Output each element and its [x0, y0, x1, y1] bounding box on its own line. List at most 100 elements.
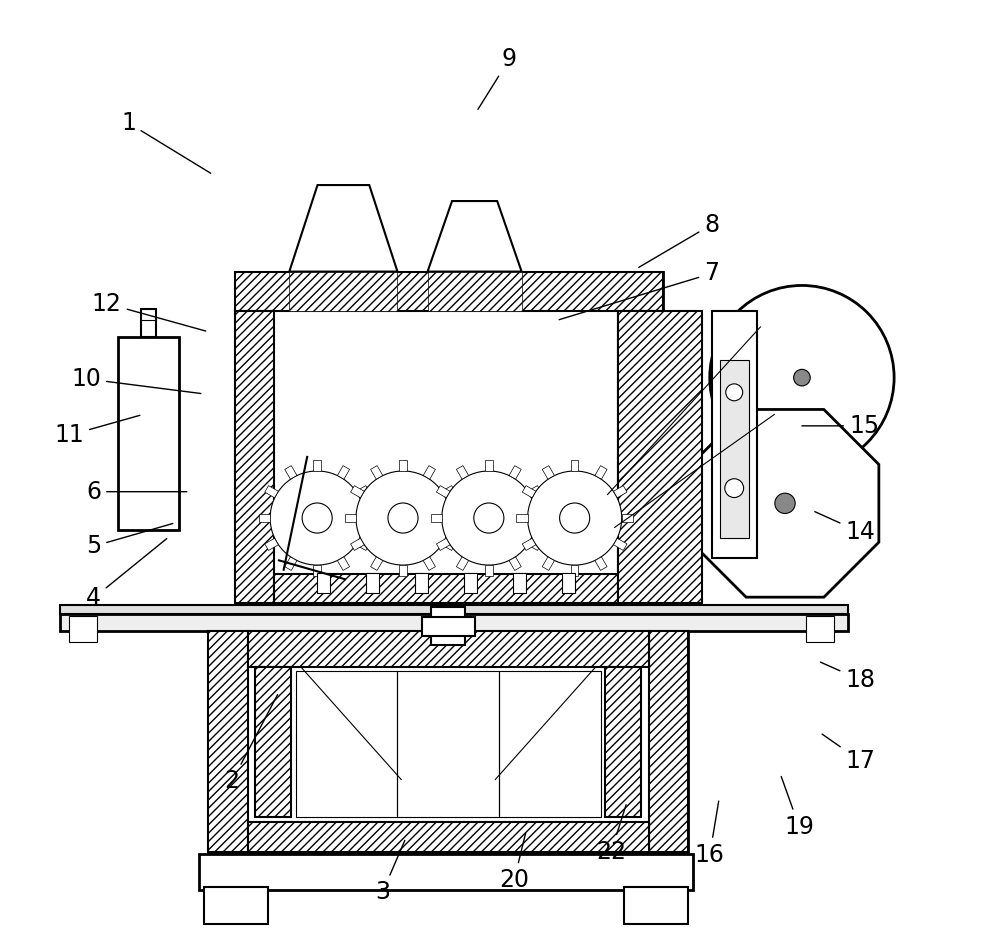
Text: 20: 20 [499, 833, 529, 892]
Polygon shape [509, 465, 521, 479]
Polygon shape [485, 460, 493, 471]
Polygon shape [595, 557, 607, 571]
Polygon shape [522, 538, 536, 550]
Text: 1: 1 [121, 111, 211, 173]
Bar [431, 608, 465, 645]
Polygon shape [371, 557, 383, 571]
Polygon shape [265, 538, 278, 550]
Bar [60, 605, 848, 614]
Text: 17: 17 [822, 734, 875, 772]
Polygon shape [456, 465, 469, 479]
Polygon shape [265, 486, 278, 497]
Polygon shape [371, 465, 383, 479]
Polygon shape [536, 514, 547, 522]
Bar [317, 573, 330, 593]
Polygon shape [313, 565, 321, 577]
Polygon shape [528, 538, 541, 550]
Polygon shape [436, 486, 450, 497]
Circle shape [356, 471, 450, 565]
Circle shape [302, 503, 332, 533]
Polygon shape [542, 557, 554, 571]
Bar [60, 614, 848, 631]
Polygon shape [442, 538, 455, 550]
Text: 18: 18 [820, 662, 875, 691]
Bar [235, 271, 663, 603]
Circle shape [388, 503, 418, 533]
Polygon shape [289, 185, 397, 271]
Polygon shape [351, 486, 364, 497]
Circle shape [775, 494, 795, 513]
Bar [562, 573, 575, 593]
Bar [69, 616, 97, 642]
Polygon shape [313, 460, 321, 471]
Polygon shape [622, 514, 633, 522]
Polygon shape [259, 514, 270, 522]
Polygon shape [285, 465, 297, 479]
Bar [248, 631, 649, 667]
Text: 6: 6 [86, 479, 187, 504]
Text: 5: 5 [86, 524, 173, 559]
Circle shape [726, 383, 743, 400]
Text: 2: 2 [224, 694, 278, 793]
Bar [235, 311, 274, 603]
Bar [235, 271, 663, 311]
Polygon shape [345, 514, 356, 522]
Circle shape [442, 471, 536, 565]
Bar [289, 271, 397, 311]
Polygon shape [285, 557, 297, 571]
Bar [248, 821, 649, 852]
Polygon shape [399, 565, 407, 577]
Polygon shape [351, 538, 364, 550]
Bar [141, 309, 156, 337]
Bar [806, 616, 834, 642]
Bar [618, 311, 702, 603]
Text: 22: 22 [596, 804, 626, 864]
Bar [397, 672, 499, 817]
Polygon shape [364, 514, 375, 522]
Polygon shape [337, 557, 350, 571]
Bar [208, 631, 248, 852]
Bar [118, 337, 179, 529]
Polygon shape [614, 486, 627, 497]
Polygon shape [356, 486, 370, 497]
Bar [208, 631, 688, 852]
Bar [712, 311, 757, 558]
Circle shape [528, 471, 622, 565]
Polygon shape [528, 486, 541, 497]
Text: 4: 4 [86, 539, 167, 610]
Circle shape [474, 503, 504, 533]
Circle shape [725, 479, 744, 497]
Polygon shape [516, 514, 528, 522]
Polygon shape [428, 201, 522, 271]
Polygon shape [571, 565, 578, 577]
Text: 19: 19 [781, 776, 814, 838]
Text: 9: 9 [478, 47, 517, 109]
Polygon shape [423, 557, 435, 571]
Text: 16: 16 [695, 801, 725, 867]
Polygon shape [337, 465, 350, 479]
Bar [366, 573, 379, 593]
Polygon shape [595, 465, 607, 479]
Polygon shape [691, 410, 879, 597]
Bar [499, 672, 601, 817]
Bar [274, 575, 618, 603]
Text: 10: 10 [71, 366, 201, 394]
Text: 11: 11 [54, 415, 140, 447]
Bar [428, 271, 522, 311]
Circle shape [560, 503, 590, 533]
Text: 14: 14 [815, 512, 875, 544]
Polygon shape [436, 538, 450, 550]
Text: 8: 8 [639, 213, 719, 268]
Circle shape [794, 369, 810, 386]
Polygon shape [450, 514, 461, 522]
Bar [605, 667, 641, 817]
Polygon shape [399, 460, 407, 471]
Bar [618, 311, 663, 603]
Bar [513, 573, 526, 593]
Text: 7: 7 [559, 262, 719, 319]
Polygon shape [356, 538, 370, 550]
Polygon shape [542, 465, 554, 479]
Circle shape [270, 471, 364, 565]
Polygon shape [614, 538, 627, 550]
Polygon shape [509, 557, 521, 571]
